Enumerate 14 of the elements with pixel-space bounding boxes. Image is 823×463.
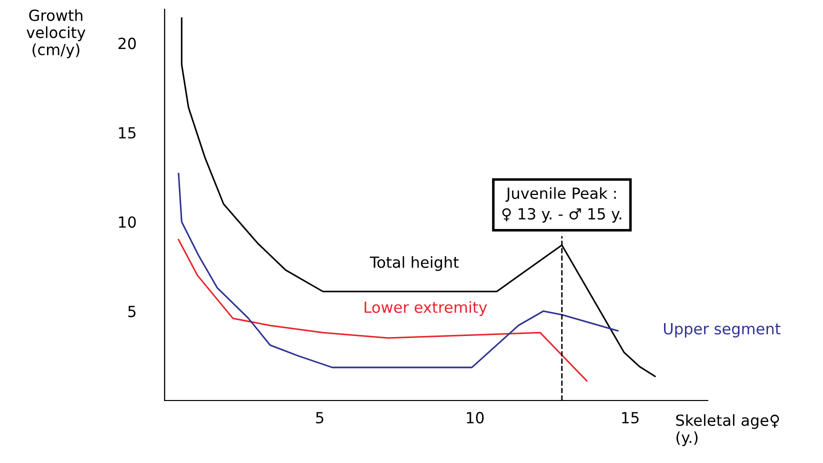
- series-label: Lower extremity: [364, 301, 488, 316]
- y-tick-label: 10: [119, 216, 136, 228]
- text: Upper segment: [664, 323, 780, 338]
- x-tick-label: 15: [622, 412, 639, 424]
- y-tick-label: 15: [119, 127, 136, 139]
- x-tick-label: 10: [466, 412, 484, 424]
- y-tick-label: 20: [118, 38, 136, 50]
- series-label: Total height: [370, 256, 459, 271]
- ref-line-label: Juvenile Peak : ♀ 13 y. - ♂ 15 y.: [502, 187, 622, 223]
- y-tick-label: 5: [128, 306, 136, 318]
- x-tick-label: 5: [316, 412, 324, 424]
- line-series: [178, 238, 588, 382]
- x-axis-title: Skeletal age♀ (y.): [676, 414, 780, 446]
- y-axis-title: Growth velocity (cm/y): [26, 9, 86, 58]
